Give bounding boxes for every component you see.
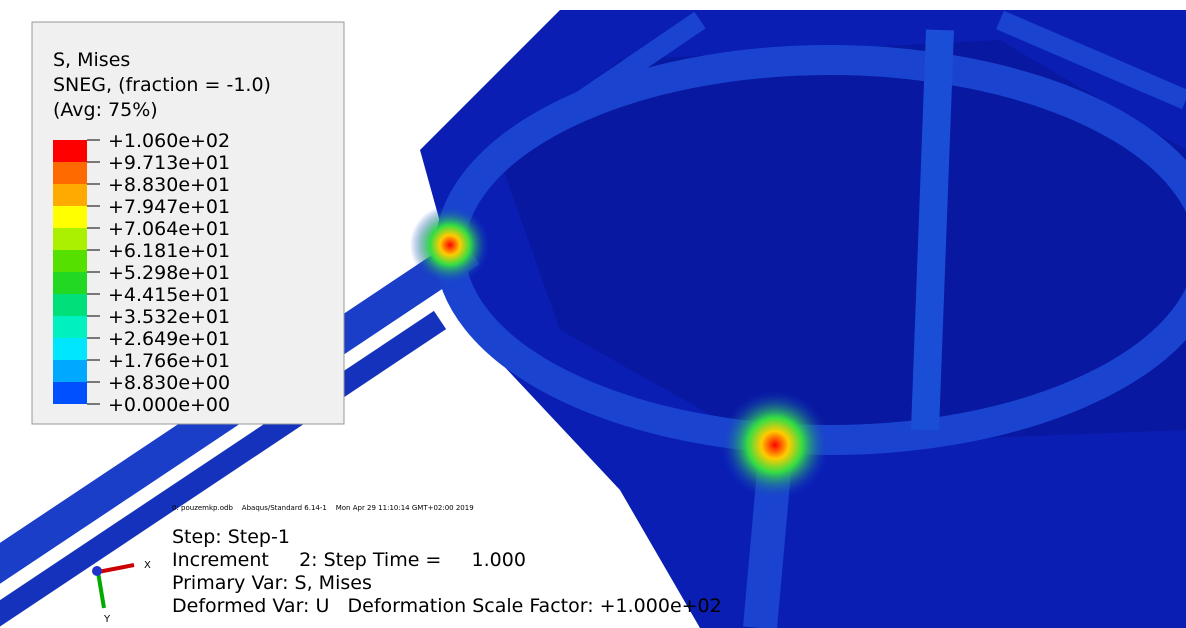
legend-band <box>53 338 87 360</box>
legend-label: +3.532e+01 <box>108 306 230 328</box>
legend-label: +7.064e+01 <box>108 218 230 240</box>
legend-label: +8.830e+01 <box>108 174 230 196</box>
legend-title: (Avg: 75%) <box>53 99 158 121</box>
legend-band <box>53 228 87 250</box>
status-line: 0: pouzemkp.odb Abaqus/Standard 6.14-1 M… <box>172 504 474 512</box>
legend-band <box>53 162 87 184</box>
viewport: S, Mises SNEG, (fraction = -1.0) (Avg: 75%… <box>0 0 1186 628</box>
legend-band <box>53 140 87 162</box>
info-line: Step: Step-1 <box>172 526 290 548</box>
info-line: Deformed Var: U Deformation Scale Factor… <box>172 595 722 617</box>
legend-label: +7.947e+01 <box>108 196 230 218</box>
legend: S, Mises SNEG, (fraction = -1.0) (Avg: 75%… <box>32 22 344 424</box>
legend-title: S, Mises <box>53 49 130 71</box>
info-line: Primary Var: S, Mises <box>172 572 372 594</box>
legend-band <box>53 294 87 316</box>
legend-band <box>53 206 87 228</box>
triad-x: X <box>144 560 151 571</box>
legend-band <box>53 184 87 206</box>
legend-label: +9.713e+01 <box>108 152 230 174</box>
legend-label: +4.415e+01 <box>108 284 230 306</box>
legend-label: +6.181e+01 <box>108 240 230 262</box>
legend-band <box>53 360 87 382</box>
legend-label: +0.000e+00 <box>108 394 230 416</box>
legend-label: +1.766e+01 <box>108 350 230 372</box>
legend-title: SNEG, (fraction = -1.0) <box>53 74 271 96</box>
legend-label: +1.060e+02 <box>108 130 230 152</box>
legend-label: +2.649e+01 <box>108 328 230 350</box>
legend-band <box>53 272 87 294</box>
legend-band <box>53 382 87 404</box>
info-line: Increment 2: Step Time = 1.000 <box>172 549 526 571</box>
legend-band <box>53 316 87 338</box>
page: S, Mises SNEG, (fraction = -1.0) (Avg: 75%… <box>0 0 1186 628</box>
legend-label: +8.830e+00 <box>108 372 230 394</box>
triad-y: Y <box>103 614 111 625</box>
triad: X Y <box>92 560 151 625</box>
legend-label: +5.298e+01 <box>108 262 230 284</box>
legend-band <box>53 250 87 272</box>
